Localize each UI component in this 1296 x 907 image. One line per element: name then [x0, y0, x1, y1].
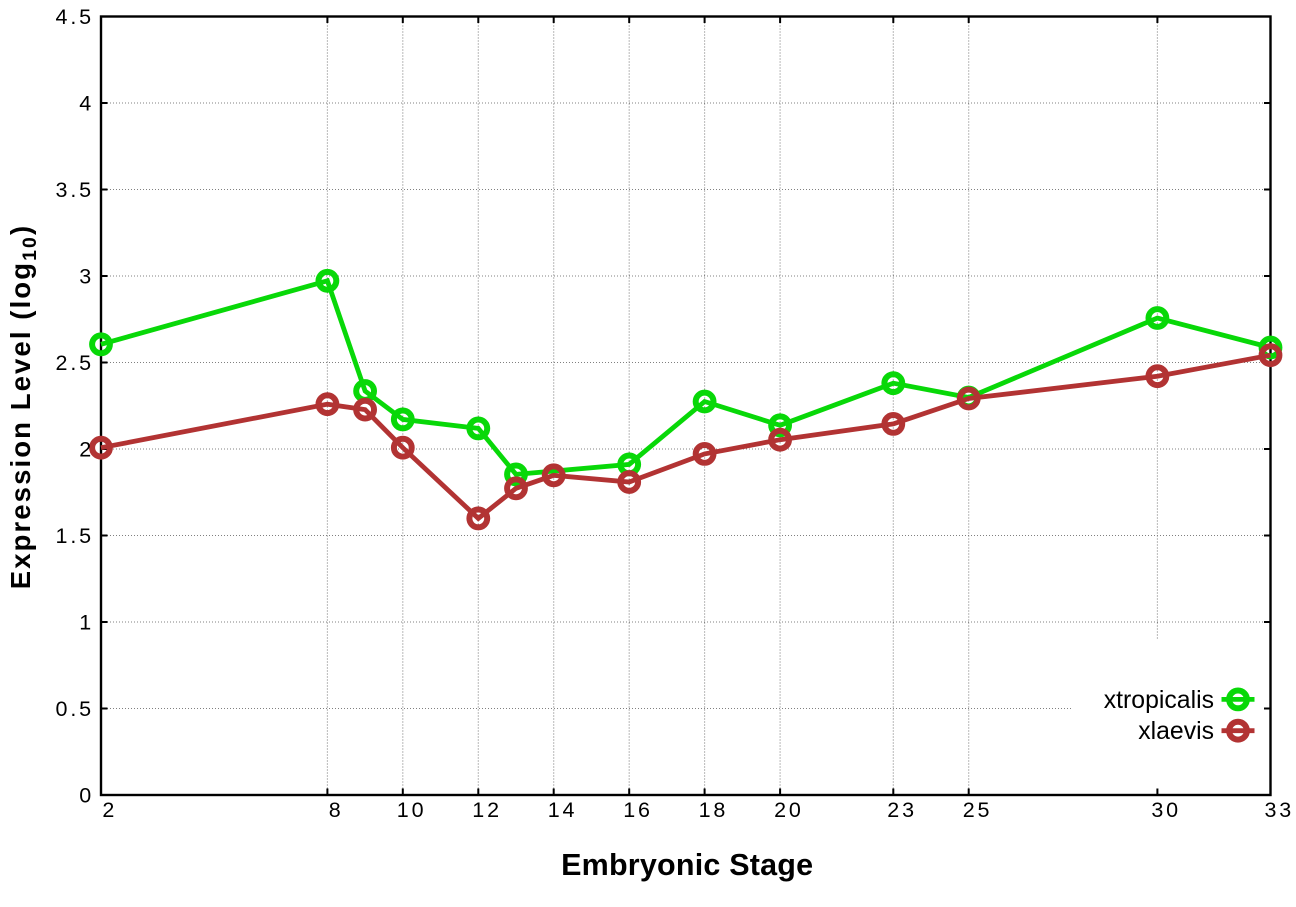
svg-text:Expression Level (log10): Expression Level (log10)	[5, 224, 41, 590]
svg-text:1.5: 1.5	[56, 524, 94, 548]
svg-text:2: 2	[102, 798, 117, 822]
svg-text:2: 2	[79, 437, 94, 461]
svg-text:20: 20	[774, 798, 804, 822]
svg-text:2.5: 2.5	[56, 351, 94, 375]
svg-text:8: 8	[329, 798, 344, 822]
svg-text:Embryonic Stage: Embryonic Stage	[561, 848, 813, 882]
svg-text:30: 30	[1151, 798, 1181, 822]
svg-text:4.5: 4.5	[56, 5, 94, 29]
svg-text:33: 33	[1264, 798, 1294, 822]
svg-text:0.5: 0.5	[56, 697, 94, 721]
svg-text:0: 0	[79, 783, 94, 807]
svg-text:3.5: 3.5	[56, 178, 94, 202]
svg-text:10: 10	[397, 798, 427, 822]
svg-text:18: 18	[699, 798, 729, 822]
svg-text:25: 25	[963, 798, 993, 822]
svg-text:16: 16	[623, 798, 653, 822]
svg-text:3: 3	[79, 264, 94, 288]
svg-text:1: 1	[79, 610, 94, 634]
svg-text:4: 4	[79, 91, 94, 115]
svg-text:23: 23	[887, 798, 917, 822]
svg-text:xlaevis: xlaevis	[1138, 718, 1214, 745]
svg-text:xtropicalis: xtropicalis	[1104, 687, 1214, 714]
svg-text:14: 14	[548, 798, 578, 822]
svg-text:12: 12	[472, 798, 502, 822]
